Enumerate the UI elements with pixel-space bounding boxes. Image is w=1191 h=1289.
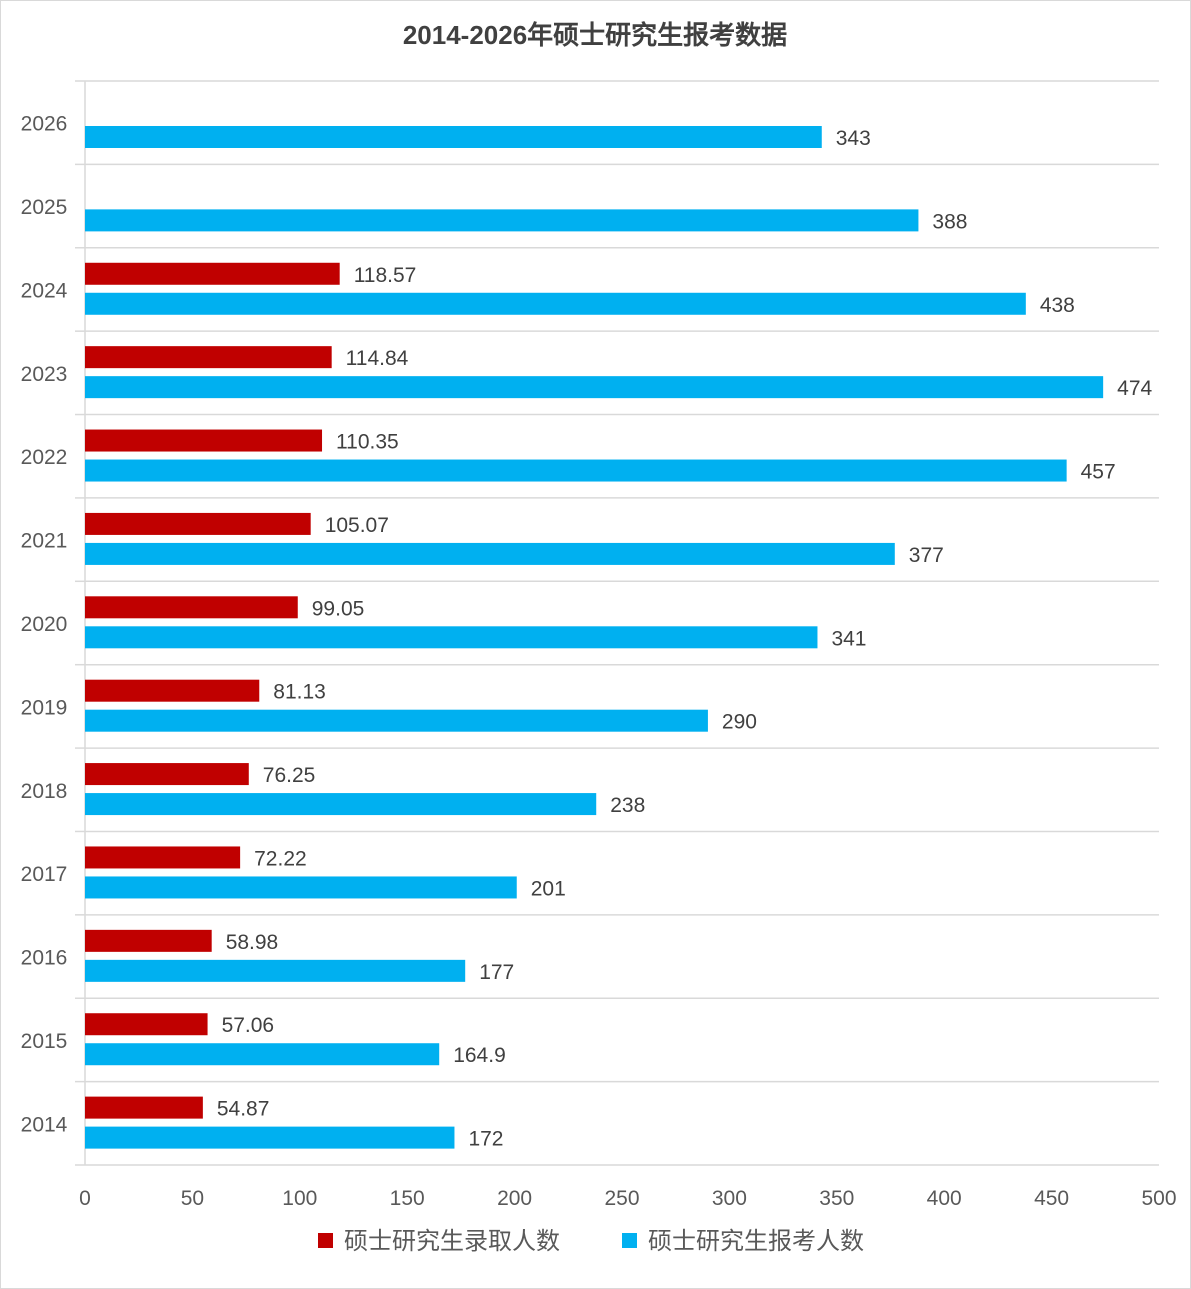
y-tick-label: 2016: [21, 947, 68, 970]
data-label: 177: [479, 961, 514, 984]
x-tick-label: 150: [390, 1187, 425, 1210]
x-tick-label: 200: [497, 1187, 532, 1210]
data-label: 341: [831, 627, 866, 650]
x-tick-label: 400: [927, 1187, 962, 1210]
applicants-bar: [85, 1126, 455, 1149]
data-label: 72.22: [254, 847, 307, 870]
data-label: 57.06: [222, 1014, 275, 1037]
x-tick-label: 300: [712, 1187, 747, 1210]
admitted-bar: [85, 846, 241, 869]
data-label: 474: [1117, 377, 1152, 400]
y-tick-label: 2025: [21, 196, 68, 219]
y-tick-label: 2023: [21, 363, 68, 386]
data-label: 114.84: [346, 347, 409, 370]
legend-swatch: [622, 1233, 637, 1248]
legend-swatch: [318, 1233, 333, 1248]
applicants-bar: [85, 459, 1067, 482]
data-label: 238: [610, 794, 645, 817]
admitted-bar: [85, 1096, 203, 1119]
applicants-bar: [85, 542, 895, 565]
admitted-bar: [85, 763, 249, 786]
applicants-bar: [85, 292, 1026, 315]
y-tick-label: 2022: [21, 446, 68, 469]
applicants-bar: [85, 626, 818, 649]
chart-title: 2014-2026年硕士研究生报考数据: [403, 20, 787, 50]
y-tick-label: 2019: [21, 696, 68, 719]
data-label: 110.35: [336, 431, 399, 454]
applicants-bar: [85, 1043, 440, 1066]
data-label: 164.9: [453, 1044, 506, 1067]
legend-label: 硕士研究生报考人数: [648, 1228, 864, 1255]
legend-label: 硕士研究生录取人数: [344, 1228, 560, 1255]
admitted-bar: [85, 929, 212, 952]
data-label: 343: [836, 127, 871, 150]
admitted-bar: [85, 429, 323, 452]
data-label: 172: [468, 1128, 503, 1151]
data-label: 388: [932, 210, 967, 233]
admitted-bar: [85, 346, 332, 369]
x-tick-label: 250: [604, 1187, 639, 1210]
applicants-bar: [85, 876, 517, 899]
y-tick-label: 2021: [21, 530, 68, 553]
data-label: 105.07: [325, 514, 389, 537]
x-tick-label: 500: [1141, 1187, 1176, 1210]
x-tick-label: 0: [79, 1187, 91, 1210]
y-tick-label: 2017: [21, 863, 68, 886]
y-tick-label: 2015: [21, 1030, 68, 1053]
admitted-bar: [85, 679, 260, 702]
applicants-bar: [85, 793, 597, 816]
y-tick-label: 2026: [21, 113, 68, 136]
applicants-bar: [85, 126, 822, 148]
data-label: 438: [1040, 294, 1075, 317]
data-label: 99.05: [312, 597, 365, 620]
admitted-bar: [85, 596, 298, 619]
data-label: 118.57: [354, 264, 417, 287]
data-label: 54.87: [217, 1098, 270, 1121]
data-label: 201: [531, 877, 566, 900]
y-tick-label: 2018: [21, 780, 68, 803]
applicants-bar: [85, 376, 1104, 399]
y-tick-label: 2024: [21, 279, 68, 302]
y-tick-label: 2014: [21, 1113, 68, 1136]
x-tick-label: 100: [282, 1187, 317, 1210]
admitted-bar: [85, 262, 340, 285]
applicants-bar: [85, 209, 919, 232]
data-label: 290: [722, 711, 757, 734]
admitted-bar: [85, 512, 311, 535]
data-label: 58.98: [226, 931, 279, 954]
x-tick-label: 350: [819, 1187, 854, 1210]
data-label: 377: [909, 544, 944, 567]
y-tick-label: 2020: [21, 613, 68, 636]
applicants-bar: [85, 959, 466, 982]
data-label: 76.25: [263, 764, 316, 787]
admitted-bar: [85, 1013, 208, 1036]
x-tick-label: 50: [181, 1187, 204, 1210]
applicants-bar: [85, 709, 708, 732]
data-label: 457: [1081, 461, 1116, 484]
x-tick-label: 450: [1034, 1187, 1069, 1210]
data-label: 81.13: [273, 681, 326, 704]
